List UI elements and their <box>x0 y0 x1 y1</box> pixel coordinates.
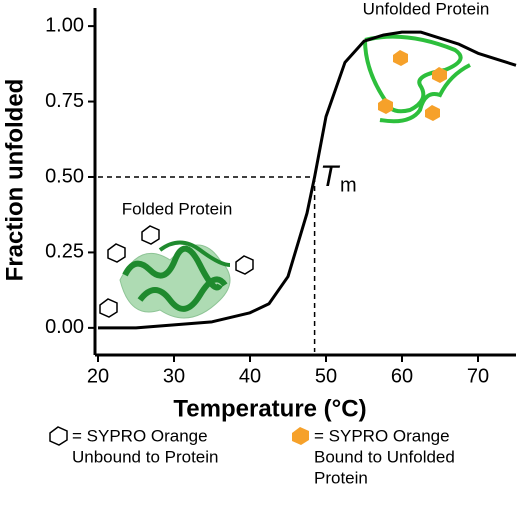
unbound-dye <box>99 225 254 318</box>
y-tick-label: 0.00 <box>45 316 84 338</box>
tm-label: T <box>320 160 341 193</box>
y-axis-label: Fraction unfolded <box>1 79 28 282</box>
legend-text: Unbound to Protein <box>72 447 219 466</box>
y-tick-label: 0.75 <box>45 90 84 112</box>
folded-protein-illustration <box>119 240 231 319</box>
x-tick-label: 30 <box>163 365 185 387</box>
legend-text: Protein <box>314 468 368 487</box>
data-line <box>98 30 517 330</box>
y-tick-label: 0.50 <box>45 165 84 187</box>
x-tick-label: 20 <box>87 365 109 387</box>
x-tick-label: 40 <box>239 365 261 387</box>
tm-label-sub: m <box>340 174 357 196</box>
y-tick-label: 1.00 <box>45 14 84 36</box>
x-tick-label: 50 <box>315 365 337 387</box>
y-tick-label: 0.25 <box>45 241 84 263</box>
bound-dye <box>378 50 447 121</box>
legend-bound-symbol <box>292 427 309 445</box>
x-tick-label: 60 <box>391 365 413 387</box>
legend-text: = SYPRO Orange <box>314 426 450 445</box>
legend-text: Bound to Unfolded <box>314 447 455 466</box>
legend-unbound-symbol <box>49 426 68 446</box>
folded-label: Folded Protein <box>122 199 233 218</box>
unfolded-label: Unfolded Protein <box>363 0 490 18</box>
x-axis-label: Temperature (°C) <box>173 395 366 422</box>
legend-text: = SYPRO Orange <box>72 426 208 445</box>
x-tick-label: 70 <box>467 365 489 387</box>
